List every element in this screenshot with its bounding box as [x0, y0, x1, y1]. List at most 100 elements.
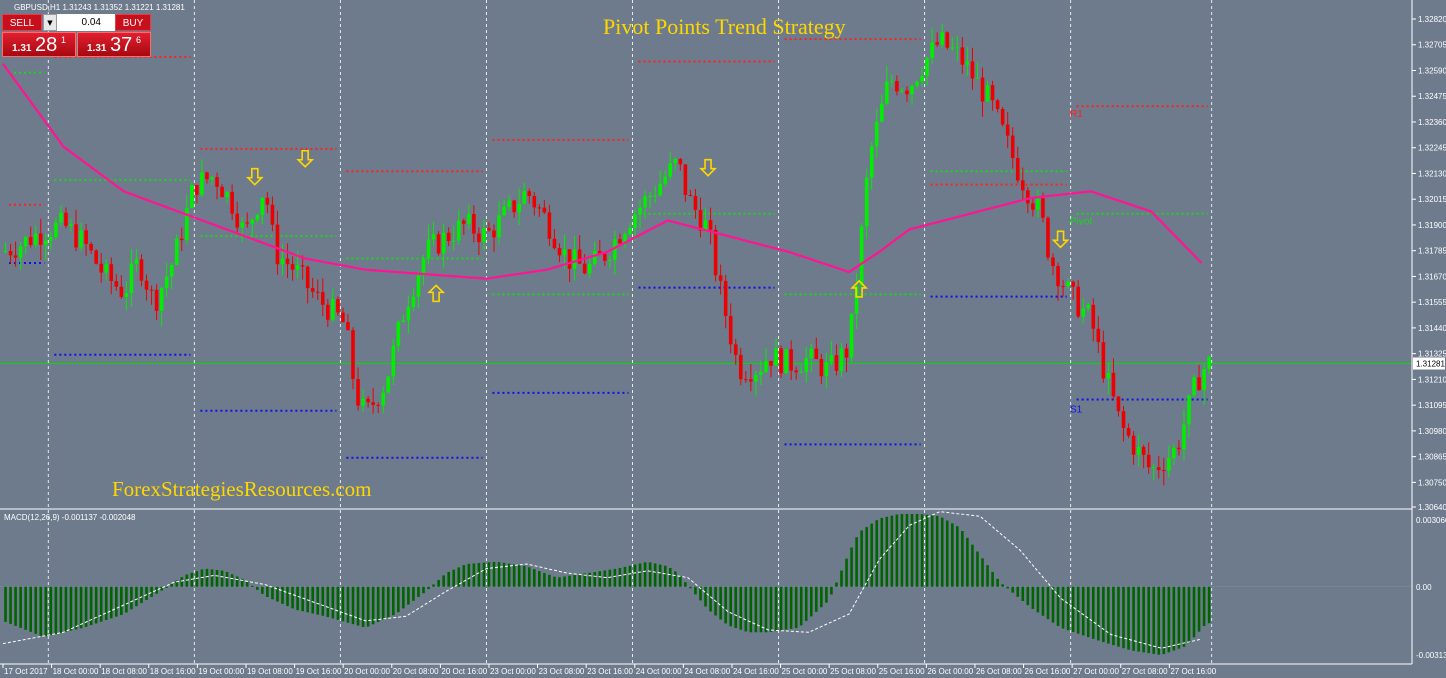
- candle-body: [784, 349, 788, 374]
- macd-bar: [44, 586, 48, 637]
- macd-bar: [578, 574, 581, 587]
- candle-body: [416, 275, 421, 297]
- price-tick-label: 1.31670: [1418, 272, 1446, 281]
- macd-bar: [674, 571, 677, 587]
- macd-bar: [59, 586, 63, 633]
- sell-arrow-icon: [699, 158, 717, 177]
- candle-body: [250, 219, 255, 224]
- macd-bar: [452, 569, 456, 587]
- buy-button[interactable]: BUY: [115, 14, 151, 31]
- macd-bar: [301, 586, 304, 612]
- macd-bar: [1192, 586, 1196, 638]
- candle-body: [351, 330, 355, 380]
- time-tick-label: 27 Oct 16:00: [1170, 667, 1216, 676]
- macd-bar: [256, 586, 259, 590]
- macd-bar: [250, 585, 254, 587]
- macd-bar: [704, 586, 707, 607]
- macd-bar: [326, 586, 330, 618]
- price-tick-label: 1.30980: [1418, 427, 1446, 436]
- sell-button[interactable]: SELL: [2, 14, 42, 31]
- macd-bar: [618, 567, 622, 587]
- macd-bar: [991, 571, 994, 587]
- one-click-trading-panel: SELL ▼ 0.04 BUY 1.31 28 1 1.31 37 6: [2, 14, 151, 57]
- candle-body: [915, 81, 919, 86]
- candle-body: [1131, 435, 1136, 455]
- price-tick-label: 1.32245: [1418, 144, 1446, 153]
- macd-bar: [109, 586, 113, 619]
- candle-body: [864, 177, 869, 227]
- candle-body: [159, 288, 164, 311]
- candle-body: [512, 200, 516, 213]
- candle-body: [779, 348, 783, 374]
- candle-body: [446, 232, 451, 242]
- candle-body: [587, 263, 592, 274]
- macd-bar: [220, 570, 224, 587]
- time-tick-label: 23 Oct 00:00: [490, 667, 536, 676]
- macd-bar: [875, 520, 879, 587]
- watermark: ForexStrategiesResources.com: [112, 477, 372, 501]
- price-axis: 1.32820 1.32705 1.32590 1.32475 1.32360 1.322…: [1412, 15, 1446, 660]
- candle-body: [507, 200, 511, 207]
- candle-body: [562, 249, 567, 256]
- macd-bar: [759, 586, 763, 633]
- candle-body: [200, 172, 204, 195]
- candle-body: [945, 32, 950, 48]
- time-tick-label: 27 Oct 08:00: [1122, 667, 1168, 676]
- macd-bar: [94, 586, 98, 624]
- candle-body: [885, 81, 889, 104]
- candle-body: [754, 374, 758, 382]
- macd-bar: [689, 586, 692, 589]
- macd-bar: [1031, 586, 1035, 609]
- macd-bar: [215, 569, 219, 587]
- sell-price[interactable]: 1.31 28 1: [2, 32, 76, 57]
- candle-body: [744, 379, 748, 381]
- candle-body: [723, 280, 728, 316]
- candle-body: [401, 320, 406, 322]
- macd-bar: [356, 586, 360, 626]
- candle-body: [603, 253, 607, 261]
- candle-body: [190, 185, 194, 209]
- candle-body: [411, 296, 416, 307]
- macd-bar: [538, 571, 541, 587]
- candle-body: [310, 288, 315, 292]
- macd-bar: [1107, 586, 1110, 644]
- macd-bar: [1112, 586, 1115, 646]
- candle-body: [346, 322, 350, 331]
- lot-size-input[interactable]: 0.04: [57, 14, 115, 31]
- candle-body: [275, 224, 280, 265]
- candle-body: [1091, 304, 1096, 329]
- macd-bar: [799, 586, 803, 626]
- candle-body: [99, 263, 104, 273]
- candle-body: [326, 304, 330, 320]
- candle-body: [149, 289, 154, 291]
- macd-bar: [517, 565, 521, 587]
- candle-body: [451, 240, 456, 242]
- buy-price[interactable]: 1.31 37 6: [77, 32, 151, 57]
- macd-bar: [613, 568, 617, 587]
- macd-tick-label: 0.003066: [1416, 516, 1446, 525]
- candle-body: [874, 121, 879, 147]
- candle-body: [295, 265, 300, 270]
- candle-body: [537, 207, 542, 209]
- candle-body: [623, 233, 627, 244]
- candle-body: [1161, 470, 1166, 472]
- candle-body: [1005, 124, 1010, 136]
- candle-body: [1126, 427, 1131, 436]
- candle-body: [925, 57, 929, 76]
- candle-body: [633, 214, 637, 229]
- lot-dropdown-icon[interactable]: ▼: [43, 14, 57, 31]
- price-tick-label: 1.31440: [1418, 324, 1446, 333]
- candle-body: [49, 237, 53, 241]
- macd-bar: [507, 563, 511, 587]
- macd-bar: [598, 571, 602, 587]
- candle-body: [1156, 467, 1161, 471]
- candle-body: [1051, 257, 1055, 267]
- macd-bar: [502, 562, 506, 587]
- candle-body: [1066, 281, 1070, 287]
- candle-body: [28, 236, 33, 245]
- macd-bar: [261, 586, 264, 594]
- candle-body: [336, 299, 340, 313]
- candle-body: [1141, 446, 1146, 455]
- macd-bar: [840, 570, 843, 587]
